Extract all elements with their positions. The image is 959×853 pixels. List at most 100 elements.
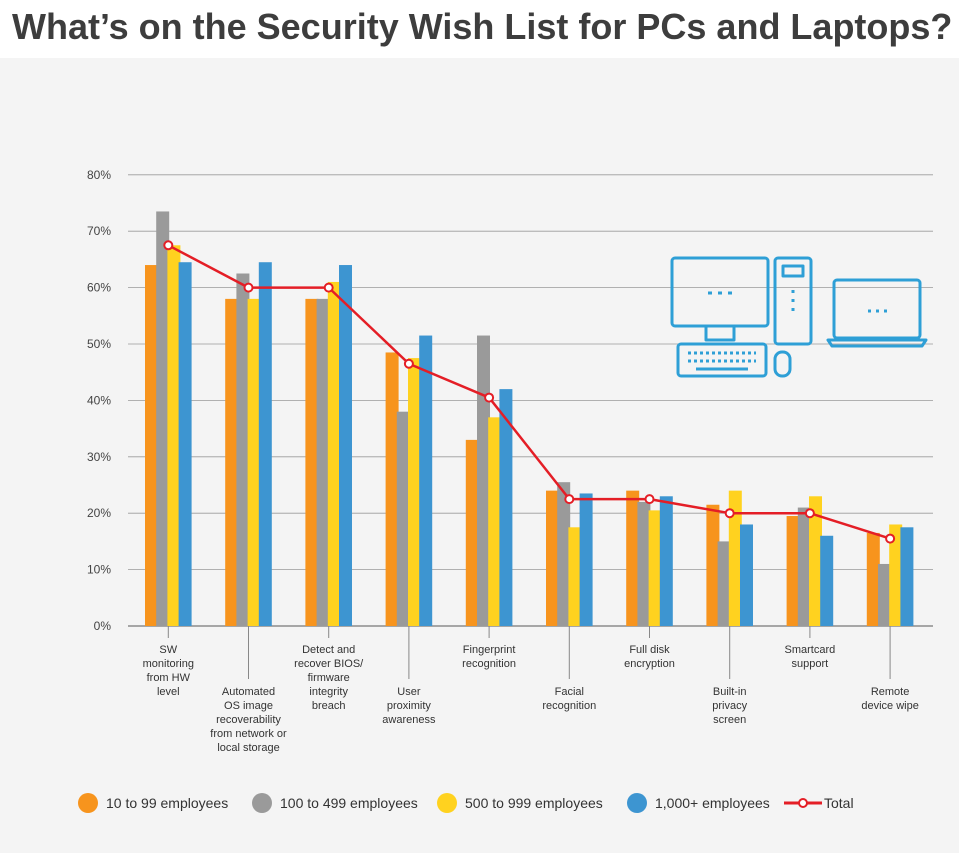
x-tick-label: recover BIOS/	[294, 658, 364, 670]
bar	[408, 358, 421, 626]
x-tick-label: Smartcard	[785, 644, 836, 656]
bar	[889, 524, 903, 626]
x-tick-label: Fingerprint	[463, 644, 516, 656]
x-tick-label: integrity	[309, 686, 348, 698]
bar	[546, 490, 559, 626]
x-tick-label: SW	[159, 644, 177, 656]
bar	[488, 417, 502, 626]
legend-label: 500 to 999 employees	[465, 795, 603, 811]
bar	[477, 335, 490, 626]
x-tick-label: level	[157, 686, 180, 698]
x-tick-label: recognition	[462, 658, 516, 670]
legend: 10 to 99 employees 100 to 499 employees 50…	[78, 793, 854, 813]
bar	[557, 482, 571, 626]
x-tick-label: recoverability	[216, 714, 281, 726]
y-tick-label: 70%	[87, 224, 111, 238]
bar	[568, 527, 582, 626]
total-point	[243, 282, 254, 293]
bar	[659, 496, 673, 626]
x-tick-label: from network or	[210, 728, 287, 740]
legend-swatch	[252, 793, 272, 813]
x-tick-label: local storage	[217, 742, 279, 754]
bar	[740, 524, 753, 626]
x-tick-label: Full disk	[629, 644, 670, 656]
x-tick-label: recognition	[542, 700, 596, 712]
bar	[339, 265, 352, 626]
bar	[786, 516, 800, 626]
x-axis: SW monitoring from HW level Automated OS imag…	[143, 626, 919, 754]
bar	[419, 335, 433, 626]
legend-total-marker	[798, 798, 808, 808]
total-series-line	[167, 244, 891, 540]
bar	[236, 273, 250, 626]
total-point	[484, 392, 495, 403]
x-tick-label: Remote	[871, 686, 910, 698]
x-tick-label: Automated	[222, 686, 275, 698]
total-point	[163, 240, 174, 251]
bar	[499, 389, 513, 626]
y-tick-label: 0%	[94, 619, 112, 633]
bar	[225, 298, 239, 626]
laptop-icon	[826, 278, 928, 348]
y-tick-label: 30%	[87, 450, 111, 464]
y-tick-label: 10%	[87, 563, 111, 577]
y-tick-label: 60%	[87, 281, 111, 295]
page-title: What’s on the Security Wish List for PCs…	[12, 6, 953, 47]
x-tick-label: support	[792, 658, 829, 670]
bar	[258, 262, 272, 626]
x-tick-label: encryption	[624, 658, 675, 670]
bar	[797, 507, 811, 626]
bar	[167, 245, 181, 627]
bar	[156, 211, 170, 626]
bar	[878, 563, 891, 626]
bar	[145, 265, 158, 626]
total-point	[724, 508, 735, 519]
y-tick-label: 20%	[87, 506, 111, 520]
x-tick-label: Detect and	[302, 644, 355, 656]
total-line	[163, 240, 896, 544]
x-tick-label: firmware	[308, 672, 350, 684]
bar	[706, 504, 720, 626]
total-point	[644, 494, 655, 505]
bar	[637, 501, 651, 626]
bar	[717, 541, 731, 626]
x-tick-label: Facial	[555, 686, 584, 698]
bar	[327, 281, 341, 626]
bar	[465, 439, 479, 626]
x-tick-label: privacy	[712, 700, 747, 712]
total-point	[804, 508, 815, 519]
total-point	[323, 282, 334, 293]
legend-label: 100 to 499 employees	[280, 795, 418, 811]
legend-label: 1,000+ employees	[655, 795, 770, 811]
legend-label: 10 to 99 employees	[106, 795, 228, 811]
bar	[247, 298, 261, 626]
y-axis-ticks: 0% 10% 20% 30% 40% 50% 60% 70% 80%	[87, 168, 111, 633]
legend-label: Total	[824, 795, 854, 811]
bar	[305, 298, 319, 626]
total-point	[885, 533, 896, 544]
x-tick-label: device wipe	[861, 700, 918, 712]
desktop-computer-icon	[670, 256, 813, 378]
bar	[626, 490, 640, 626]
bar	[385, 352, 399, 626]
bar	[579, 493, 593, 626]
legend-swatch	[627, 793, 647, 813]
x-tick-label: OS image	[224, 700, 273, 712]
legend-swatch	[78, 793, 98, 813]
x-tick-label: Built-in	[713, 686, 747, 698]
y-tick-label: 50%	[87, 337, 111, 351]
total-point	[403, 358, 414, 369]
x-tick-label: breach	[312, 700, 346, 712]
x-tick-label: proximity	[387, 700, 432, 712]
x-tick-label: awareness	[382, 714, 436, 726]
bar	[648, 510, 662, 626]
y-tick-label: 40%	[87, 393, 111, 407]
bar	[728, 490, 742, 626]
bar	[820, 535, 834, 626]
bar	[809, 496, 822, 626]
x-tick-label: User	[397, 686, 421, 698]
bars	[145, 211, 914, 627]
x-tick-label: screen	[713, 714, 746, 726]
x-tick-label: from HW	[147, 672, 191, 684]
